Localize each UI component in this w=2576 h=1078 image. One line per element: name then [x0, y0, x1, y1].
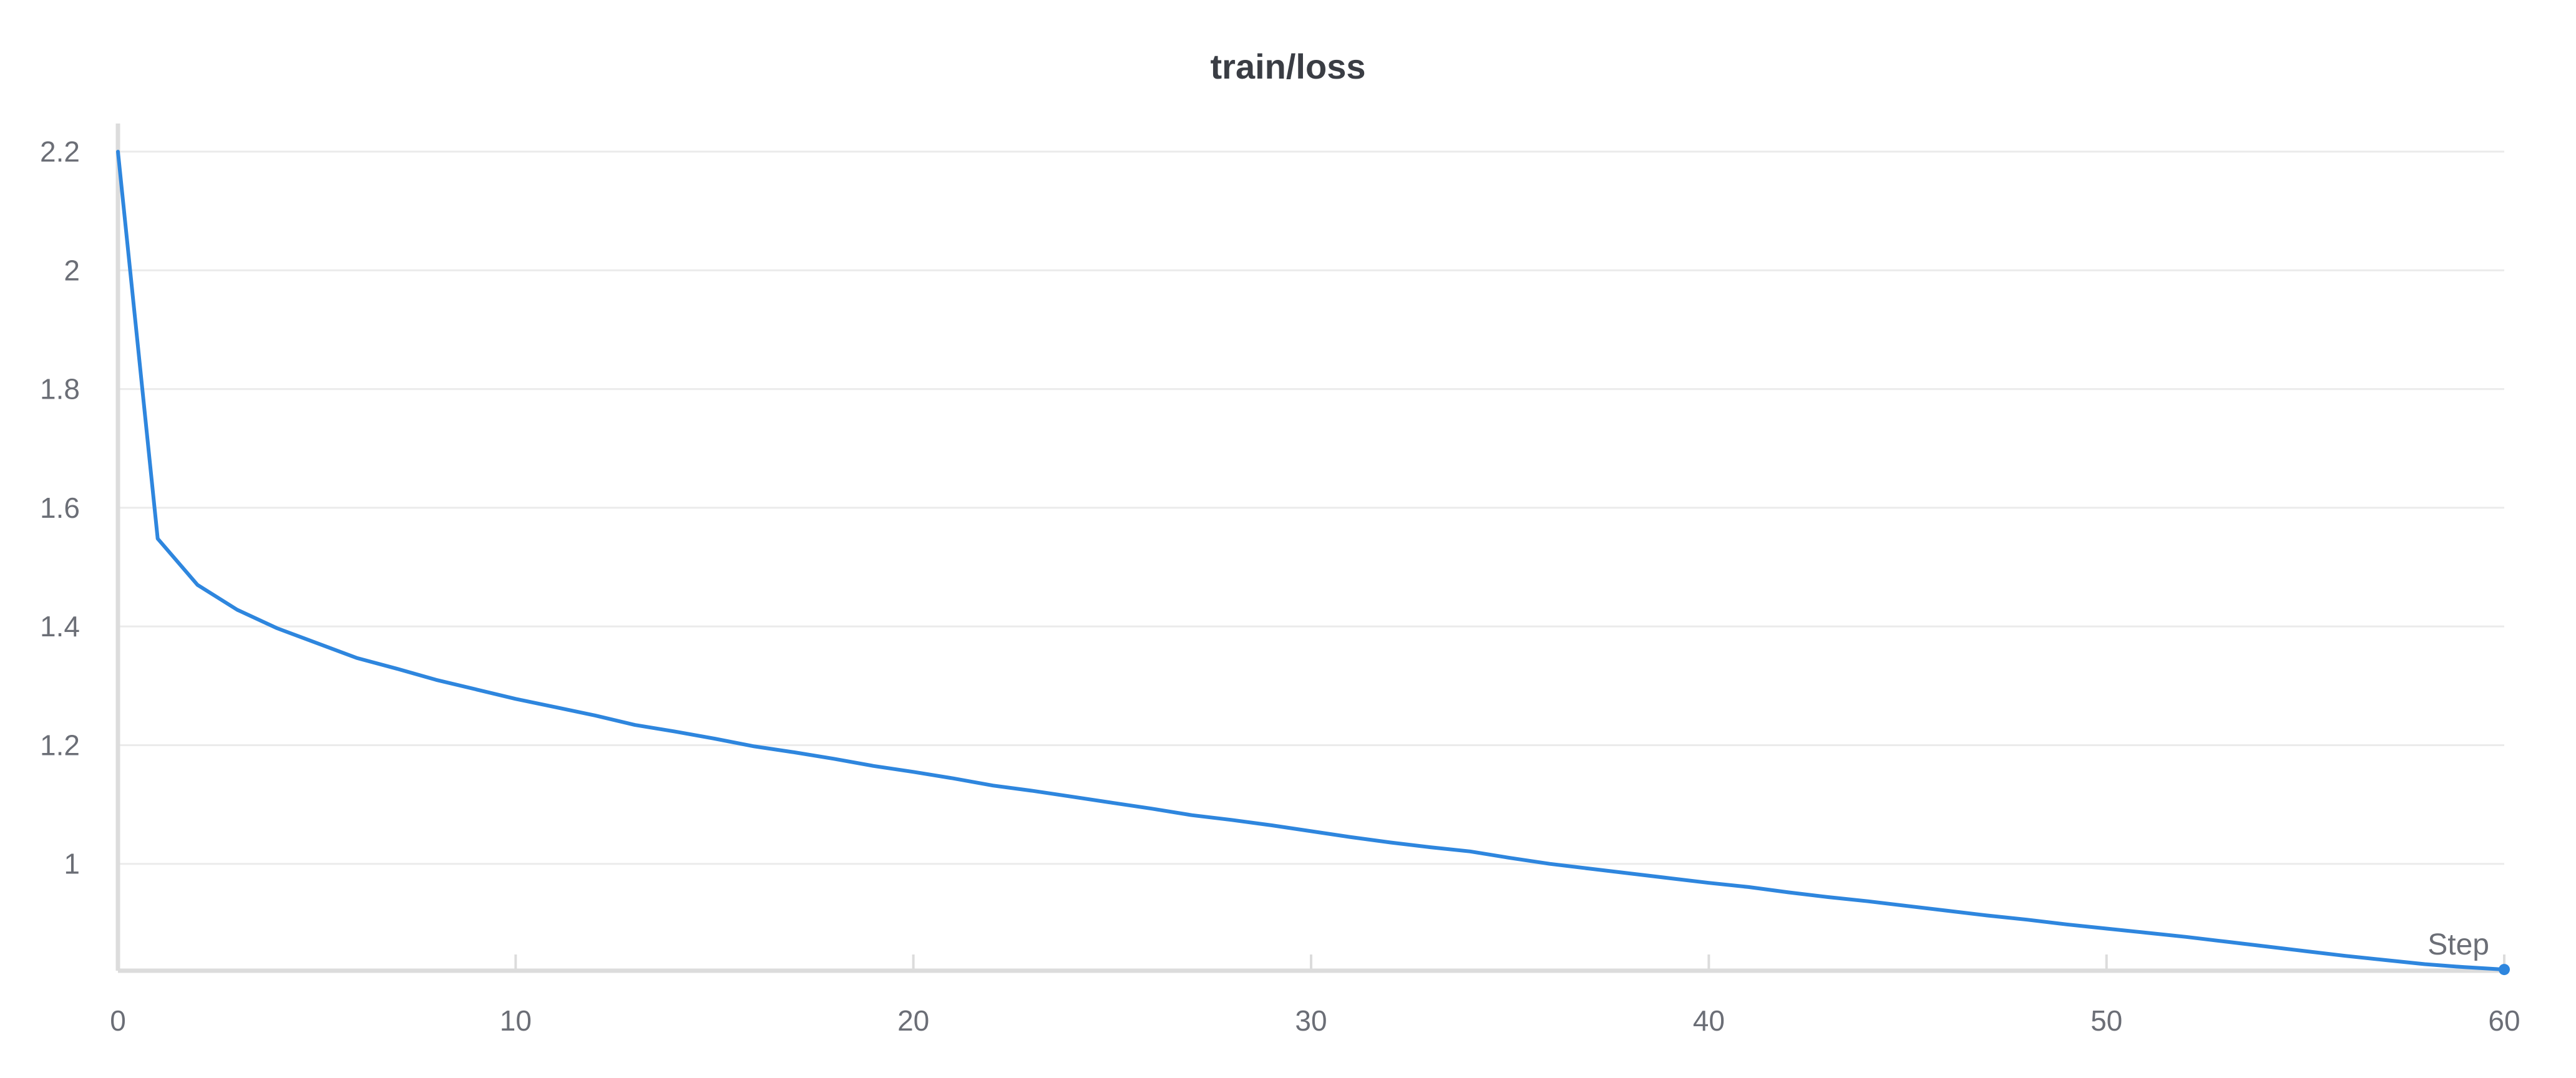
y-tick-label: 1.4 — [40, 610, 80, 643]
loss-line — [116, 150, 2506, 972]
x-tick-label: 30 — [1295, 1004, 1327, 1037]
x-tick-label: 50 — [2091, 1004, 2122, 1037]
x-axis-label: Step — [2427, 928, 2489, 961]
x-tick-label: 40 — [1693, 1004, 1725, 1037]
chart-title: train/loss — [1211, 47, 1366, 86]
y-tick-label: 1 — [64, 848, 80, 880]
y-tick-label: 2.2 — [40, 135, 80, 168]
x-tick-label: 60 — [2488, 1004, 2520, 1037]
y-tick-label: 1.8 — [40, 373, 80, 405]
series-group — [116, 150, 2510, 976]
y-axis: 1 1.2 1.4 1.6 1.8 2 2.2 — [40, 135, 80, 880]
x-tick-label: 0 — [110, 1004, 126, 1037]
x-tick-label: 10 — [500, 1004, 532, 1037]
y-tick-label: 1.2 — [40, 729, 80, 761]
y-tick-label: 1.6 — [40, 492, 80, 524]
last-point-marker — [2499, 964, 2510, 976]
x-tick-label: 20 — [897, 1004, 929, 1037]
y-tick-label: 2 — [64, 254, 80, 286]
x-axis: 0 10 20 30 40 50 60 — [110, 954, 2520, 1037]
gridlines — [118, 150, 2504, 865]
